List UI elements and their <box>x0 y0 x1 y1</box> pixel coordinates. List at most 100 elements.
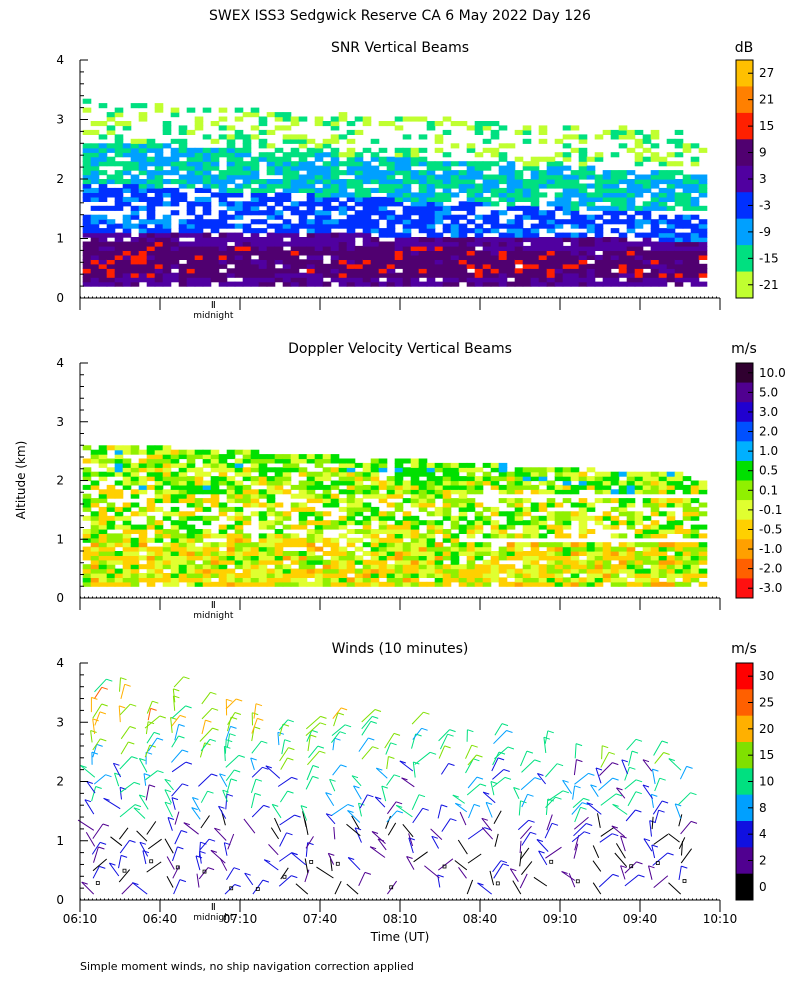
heatmap-cell <box>610 480 620 486</box>
wind-barb-feather <box>643 838 651 842</box>
heatmap-cell <box>418 480 428 486</box>
heatmap-cell <box>258 476 268 482</box>
heatmap-cell <box>194 546 204 552</box>
heatmap-cell <box>114 232 124 238</box>
wind-barb-feather <box>288 747 295 751</box>
y-tick-label: 0 <box>56 291 64 305</box>
heatmap-cell <box>178 454 188 460</box>
heatmap-cell <box>410 458 420 464</box>
heatmap-cell <box>346 462 356 468</box>
heatmap-cell <box>82 161 92 167</box>
heatmap-cell <box>354 161 364 167</box>
heatmap-cell <box>674 237 684 243</box>
wind-barb <box>545 798 549 815</box>
heatmap-cell <box>538 170 548 176</box>
wind-barb <box>263 859 279 871</box>
heatmap-cell <box>338 254 348 260</box>
heatmap-cell <box>690 183 700 189</box>
heatmap-cell <box>202 551 212 556</box>
heatmap-cell <box>586 192 596 198</box>
heatmap-cell <box>522 183 532 189</box>
wind-barb-feather <box>139 758 146 761</box>
heatmap-cell <box>434 493 444 499</box>
colorbar-swatch <box>736 218 753 246</box>
wind-barb <box>361 709 376 723</box>
heatmap-cell <box>458 254 468 260</box>
wind-barb <box>544 730 549 744</box>
heatmap-cell <box>410 116 420 122</box>
wind-barb <box>195 855 201 871</box>
heatmap-cell <box>154 555 164 561</box>
wind-barb-feather <box>120 854 128 858</box>
wind-barb <box>481 827 494 840</box>
heatmap-cell <box>242 143 252 149</box>
wind-barb <box>225 698 237 710</box>
heatmap-cell <box>386 277 396 283</box>
heatmap-cell <box>282 152 292 158</box>
heatmap-cell <box>194 480 204 486</box>
colorbar-label: 5.0 <box>759 385 778 399</box>
wind-barb <box>561 871 576 881</box>
heatmap-cell <box>450 537 460 543</box>
heatmap-cell <box>514 174 524 180</box>
heatmap-cell <box>378 493 388 499</box>
heatmap-cell <box>666 277 676 283</box>
heatmap-cell <box>154 179 164 185</box>
heatmap-cell <box>682 476 692 482</box>
heatmap-cell <box>698 524 708 530</box>
heatmap-cell <box>282 277 292 283</box>
heatmap-cell <box>386 161 396 167</box>
heatmap-cell <box>626 250 636 256</box>
heatmap-cell <box>674 250 684 256</box>
heatmap-cell <box>274 471 284 477</box>
heatmap-cell <box>602 568 612 574</box>
heatmap-cell <box>146 232 156 238</box>
heatmap-cell <box>418 573 428 578</box>
heatmap-cell <box>226 515 236 521</box>
heatmap-cell <box>410 272 420 278</box>
heatmap-cell <box>162 462 172 468</box>
heatmap-cell <box>186 250 196 256</box>
heatmap-cell <box>290 458 300 464</box>
heatmap-cell <box>306 520 316 526</box>
heatmap-cell <box>498 533 508 539</box>
heatmap-cell <box>162 161 172 167</box>
heatmap-cell <box>386 187 396 193</box>
heatmap-cell <box>690 179 700 185</box>
heatmap-cell <box>346 551 356 556</box>
heatmap-cell <box>226 454 236 460</box>
heatmap-cell <box>338 237 348 243</box>
heatmap-cell <box>482 214 492 220</box>
heatmap-cell <box>418 250 428 256</box>
heatmap-cell <box>178 484 188 490</box>
heatmap-cell <box>226 551 236 556</box>
heatmap-cell <box>498 529 508 534</box>
heatmap-cell <box>266 272 276 278</box>
heatmap-cell <box>226 134 236 140</box>
heatmap-cell <box>626 542 636 548</box>
wind-barb-feather <box>254 792 262 796</box>
heatmap-cell <box>618 506 628 512</box>
heatmap-cell <box>154 476 164 482</box>
heatmap-cell <box>330 219 340 225</box>
wind-barb-feather <box>500 860 508 864</box>
heatmap-cell <box>170 449 180 455</box>
wind-barb <box>92 823 104 839</box>
wind-barb <box>172 846 178 862</box>
heatmap-cell <box>178 277 188 283</box>
heatmap-cell <box>362 232 372 238</box>
heatmap-cell <box>474 183 484 189</box>
heatmap-cell <box>434 121 444 127</box>
heatmap-cell <box>282 537 292 543</box>
heatmap-cell <box>498 187 508 193</box>
heatmap-cell <box>242 559 252 565</box>
heatmap-cell <box>402 581 412 587</box>
wind-barb-feather <box>129 839 136 843</box>
y-tick-label: 3 <box>56 715 64 729</box>
heatmap-cell <box>362 568 372 574</box>
heatmap-cell <box>242 568 252 574</box>
heatmap-cell <box>602 183 612 189</box>
heatmap-cell <box>170 112 180 118</box>
heatmap-cell <box>346 268 356 274</box>
heatmap-cell <box>170 187 180 193</box>
